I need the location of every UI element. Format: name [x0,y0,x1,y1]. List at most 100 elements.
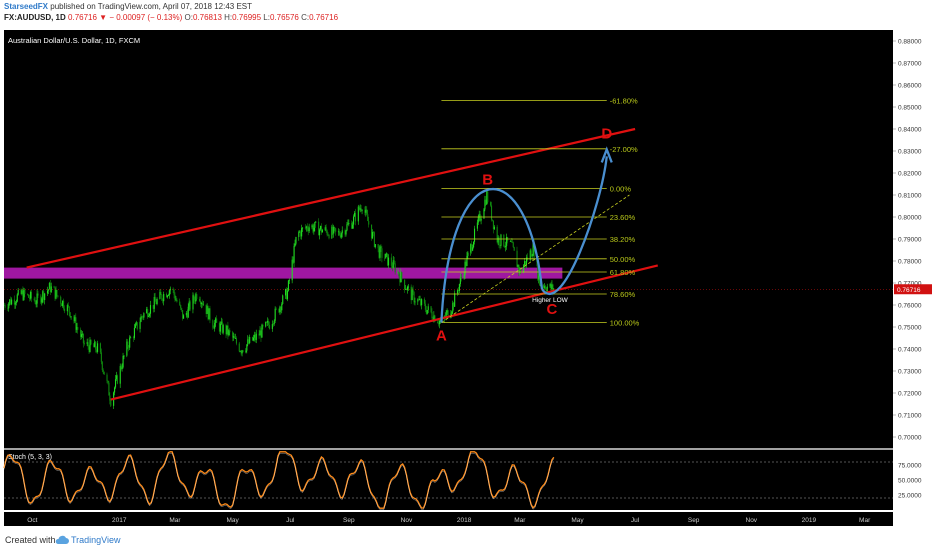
candle-body [207,306,209,320]
candle-body [34,300,36,304]
candle-body [233,336,235,338]
author-link[interactable]: StarseedFX [4,2,49,11]
chart-header: StarseedFX published on TradingView.com,… [0,0,932,26]
candle-body [216,318,218,323]
candle-body [353,216,355,225]
candle-body [423,299,426,304]
candle-body [465,261,467,266]
candle-body [503,234,505,247]
time-tick-label: May [226,517,239,524]
candle-body [445,312,447,318]
candle-body [238,343,240,352]
candle-body [130,337,132,339]
candle-body [44,293,46,301]
candle-body [275,308,277,310]
candle-body [467,252,469,256]
candle-body [279,306,281,313]
arc-arrowhead-icon [600,146,613,163]
candle-body [500,234,502,246]
candle-body [193,295,195,300]
candle-body [324,227,326,231]
candle-body [438,323,440,325]
candle-body [142,316,144,318]
candle-body [50,286,52,292]
candle-body [7,307,9,309]
candle-body [235,338,238,344]
candle-body [271,324,273,329]
candle-body [299,231,301,233]
candle-body [114,379,117,388]
candle-body [281,303,283,311]
candle-body [189,301,191,310]
fib-trend-dashed [441,194,630,323]
candle-body [315,221,317,223]
candle-body [268,320,270,325]
time-tick-label: Nov [401,517,413,524]
candle-body [320,225,323,233]
candle-body [439,320,441,325]
candle-body [29,297,31,299]
candle-body [513,247,515,251]
candle-body [272,324,274,325]
candle-body [89,339,91,352]
tradingview-brand[interactable]: TradingView [71,535,121,545]
candle-body [55,289,57,299]
channel-lower-line [110,264,659,401]
candle-body [387,253,389,266]
candle-body [386,253,388,255]
candle-body [70,316,72,318]
candle-body [301,228,303,237]
price-tick-label: 0.77000 [898,281,922,288]
candle-body [20,289,22,294]
stoch-tick-label: 75.0000 [898,463,922,470]
candle-body [341,230,343,234]
candle-body [348,223,350,224]
low-value: 0.76576 [269,13,299,22]
candle-body [328,234,330,239]
candle-body [505,245,507,248]
price-chart[interactable]: 0.88000 0.87000 0.86000 0.85000 0.84000 0.830… [0,26,932,526]
candle-body [146,309,148,314]
candle-body [306,226,308,230]
candle-body [308,227,310,232]
candle-body [509,240,511,242]
candle-body [220,321,222,324]
candle-body [74,317,76,322]
candle-body [307,229,309,232]
candle-body [248,339,250,344]
open-value: 0.76813 [192,13,222,22]
candle-body [199,298,201,302]
candle-body [140,316,142,322]
candle-body [155,301,157,305]
projection-arc [440,156,608,323]
candle-body [53,286,55,288]
candle-body [286,290,289,300]
candle-body [49,283,51,292]
candle-body [532,243,534,256]
candle-body [4,305,6,308]
fib-level-label: 61.80% [610,268,636,277]
candle-body [311,225,313,228]
candle-body [126,341,128,356]
candle-body [69,312,71,318]
candle-body [187,306,189,318]
candle-body [261,324,263,338]
candle-body [523,265,525,273]
candle-body [226,325,228,335]
candle-body [353,212,356,217]
last-price: 0.76716 [68,13,97,22]
candle-body [419,299,421,300]
candle-body [21,290,23,294]
candle-body [520,269,522,273]
candle-body [326,230,328,235]
candle-body [209,308,211,321]
candle-body [473,228,476,242]
time-tick-label: Mar [859,517,871,524]
candle-body [181,308,183,311]
candle-body [492,220,494,230]
stoch-signal-line [3,453,555,510]
price-tick-label: 0.83000 [898,149,922,156]
candle-body [88,346,90,352]
time-tick-label: Jul [631,517,640,524]
candle-body [76,327,78,330]
